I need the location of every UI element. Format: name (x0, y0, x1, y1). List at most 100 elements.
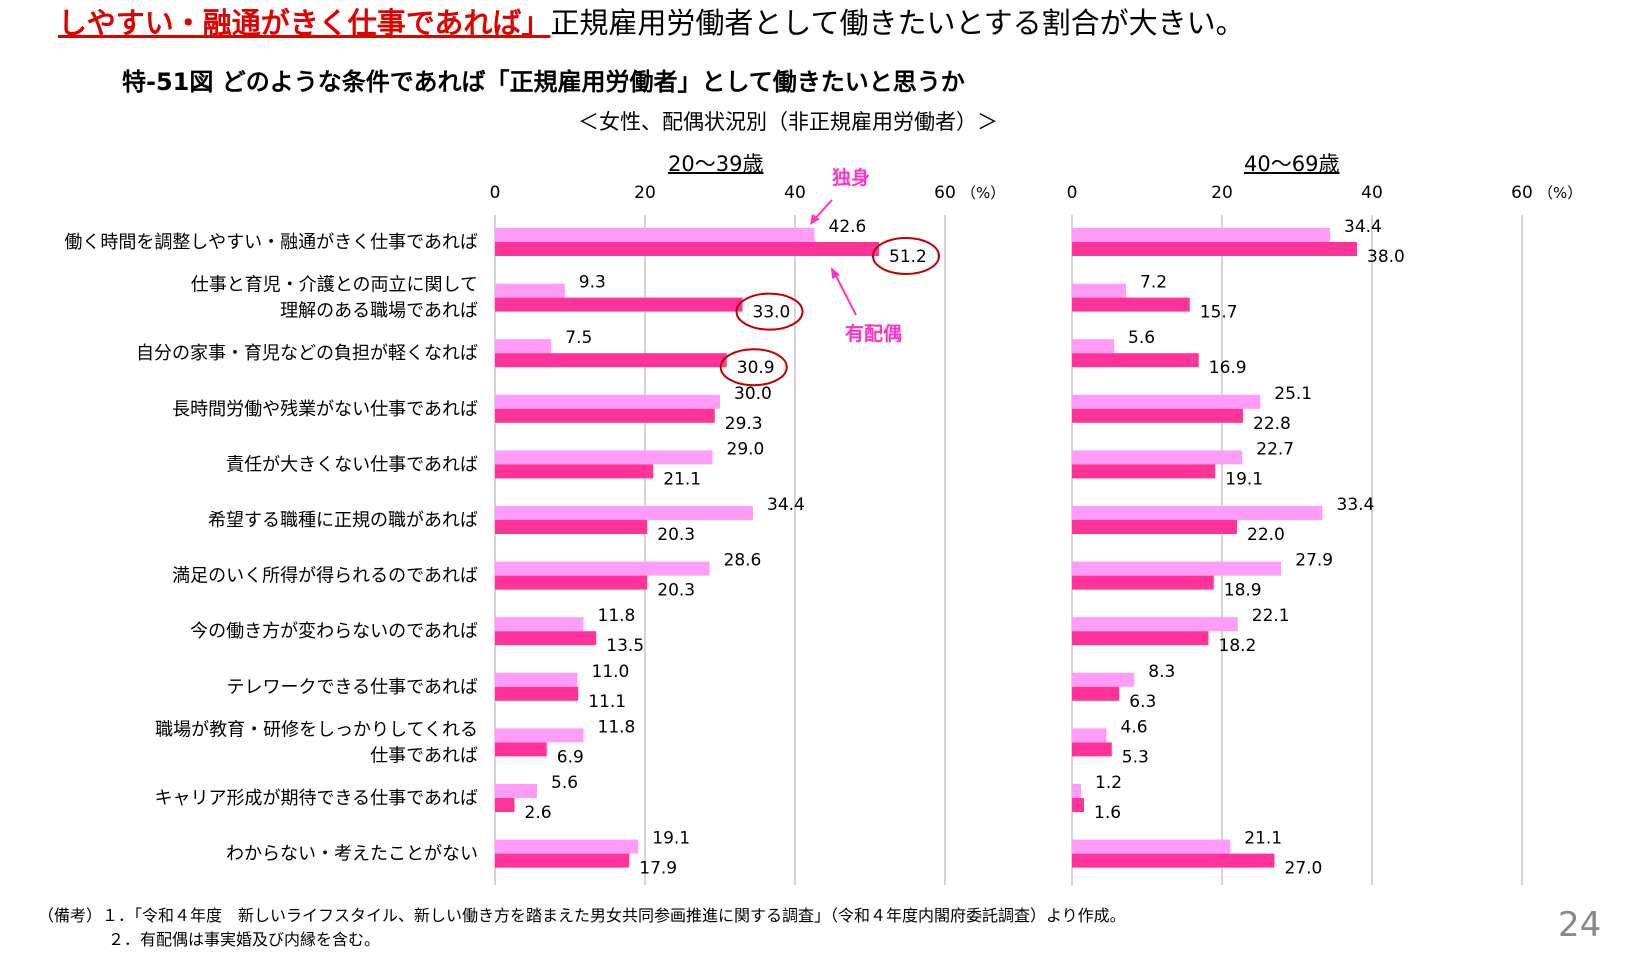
data-label: 22.8 (1253, 414, 1291, 434)
data-label: 7.2 (1140, 273, 1167, 293)
data-label: 20.3 (657, 581, 695, 601)
data-label: 42.6 (829, 217, 867, 237)
bar-single (1072, 839, 1231, 854)
bar-single (495, 561, 710, 576)
data-label: 25.1 (1274, 384, 1312, 404)
data-label: 51.2 (889, 247, 927, 267)
category-label: 希望する職種に正規の職があれば (208, 510, 478, 531)
bar-married (1072, 242, 1357, 256)
data-label: 21.1 (663, 469, 701, 489)
data-label: 6.3 (1129, 692, 1156, 712)
highlight-circle (735, 292, 804, 331)
bar-single (1072, 728, 1107, 743)
note-2: ２．有配偶は事実婚及び内縁を含む。 (108, 930, 381, 949)
bar-married (1072, 297, 1190, 312)
bar-single (1072, 450, 1243, 465)
tick-label: 40 (784, 183, 806, 203)
data-label: 4.6 (1121, 717, 1148, 737)
bar-married (1072, 353, 1199, 368)
data-label: 5.3 (1122, 747, 1149, 767)
data-label: 6.9 (557, 747, 584, 767)
unit-label: （%） (961, 184, 1005, 202)
headline-rest: 正規雇用労働者として働きたいとする割合が大きい。 (550, 6, 1245, 40)
bar-single (495, 283, 565, 298)
data-label: 13.5 (606, 636, 644, 656)
data-label: 19.1 (652, 829, 690, 849)
bar-married (1072, 575, 1214, 590)
category-label: 長時間労働や残業がない仕事であれば (172, 399, 478, 420)
highlight-circle (872, 237, 940, 275)
data-label: 5.6 (1128, 328, 1155, 348)
bar-single (495, 728, 584, 743)
bar-married (1072, 853, 1275, 868)
bar-single (495, 784, 537, 798)
data-label: 8.3 (1148, 662, 1175, 682)
bar-married (1072, 464, 1216, 479)
bar-single (495, 672, 578, 687)
bar-single (1072, 506, 1323, 520)
category-label: 仕事と育児・介護との両立に関して (191, 275, 478, 296)
data-label: 22.7 (1256, 439, 1294, 459)
data-label: 11.8 (598, 606, 636, 626)
page-number: 24 (1558, 905, 1602, 945)
figure-title: 特-51図 どのような条件であれば「正規雇用労働者」として働きたいと思うか (122, 68, 965, 96)
data-label: 22.0 (1247, 525, 1285, 545)
bar-married (1072, 408, 1243, 423)
data-label: 29.3 (725, 414, 763, 434)
tick-label: 60 (934, 183, 956, 203)
note-1: （備考）１．「令和４年度 新しいライフスタイル、新しい働き方を踏まえた男女共同参… (38, 906, 1126, 925)
bar-married (1072, 798, 1084, 812)
data-label: 15.7 (1200, 303, 1238, 323)
data-label: 28.6 (724, 551, 762, 571)
bar-single (1072, 339, 1114, 354)
annotation-married: 有配偶 (845, 322, 902, 345)
annotation-single: 独身 (832, 166, 870, 189)
data-label: 30.9 (737, 358, 775, 378)
tick-label: 0 (490, 183, 501, 203)
bar-married (495, 798, 515, 812)
bar-single (495, 228, 815, 242)
data-label: 18.9 (1224, 581, 1262, 601)
tick-label: 20 (634, 183, 656, 203)
category-label: 責任が大きくない仕事であれば (226, 454, 478, 475)
category-label: わからない・考えたことがない (226, 844, 478, 865)
category-label: 働く時間を調整しやすい・融通がきく仕事であれば (64, 232, 478, 253)
bar-married (495, 631, 597, 646)
data-label: 17.9 (639, 859, 677, 879)
bar-married (495, 353, 727, 368)
tick-label: 20 (1211, 183, 1233, 203)
data-label: 18.2 (1219, 636, 1257, 656)
data-label: 33.0 (753, 303, 791, 323)
data-label: 34.4 (1344, 217, 1382, 237)
data-label: 2.6 (525, 803, 552, 823)
data-label: 27.0 (1285, 859, 1323, 879)
bar-single (495, 839, 639, 854)
arrow-head-icon (810, 214, 820, 225)
arrow-head-icon (831, 267, 840, 279)
data-label: 30.0 (734, 384, 772, 404)
data-label: 1.6 (1094, 803, 1121, 823)
bar-single (495, 450, 713, 465)
category-label: テレワークできる仕事であれば (227, 677, 478, 698)
bar-single (495, 506, 753, 520)
data-label: 16.9 (1209, 358, 1247, 378)
data-label: 11.1 (588, 692, 626, 712)
data-label: 9.3 (579, 273, 606, 293)
data-label: 1.2 (1095, 773, 1122, 793)
data-label: 29.0 (727, 439, 765, 459)
headline: しやすい・融通がきく仕事であれば」正規雇用労働者として働きたいとする割合が大きい… (58, 0, 1245, 42)
bar-married (495, 297, 743, 312)
bar-married (495, 464, 654, 479)
data-label: 27.9 (1295, 551, 1333, 571)
bar-single (495, 617, 584, 632)
tick-label: 0 (1067, 183, 1078, 203)
data-label: 38.0 (1367, 247, 1405, 267)
category-label: 今の働き方が変わらないのであれば (190, 621, 478, 642)
bar-married (495, 575, 648, 590)
bar-married (495, 686, 579, 701)
bar-married (1072, 742, 1112, 757)
category-label: 理解のある職場であれば (280, 301, 478, 322)
data-label: 21.1 (1244, 829, 1282, 849)
bar-married (495, 408, 715, 423)
